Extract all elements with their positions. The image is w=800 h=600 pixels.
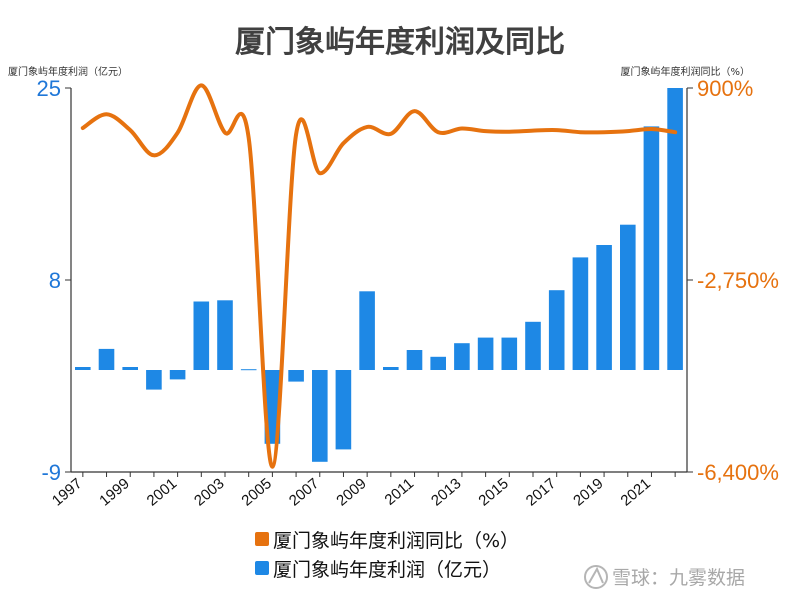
right-tick-label: -6,400%: [697, 460, 779, 485]
x-tick-label: 2021: [618, 475, 654, 509]
x-tick-label: 2013: [428, 475, 464, 509]
watermark-text: 雪球：九雾数据: [612, 567, 745, 589]
bar-2002: [193, 301, 210, 370]
legend-label-line: 厦门象屿年度利润同比（%）: [273, 530, 519, 552]
x-tick-label: 2017: [523, 475, 559, 509]
x-tick-label: 2015: [475, 475, 511, 509]
legend-swatch-bar: [255, 561, 269, 575]
legend-swatch-line: [255, 532, 269, 546]
bar-2016: [525, 321, 541, 370]
bar-2010: [383, 367, 399, 370]
chart-title: 厦门象屿年度利润及同比: [235, 25, 565, 60]
bar-2022: [667, 88, 683, 370]
bar-2000: [146, 370, 162, 390]
bar-2006: [288, 370, 304, 382]
x-tick-label: 2011: [381, 475, 417, 509]
bar-2003: [217, 300, 233, 370]
right-axis-label: 厦门象屿年度利润同比（%）: [620, 65, 750, 78]
bar-2021: [643, 126, 660, 371]
bar-2018: [572, 257, 589, 370]
watermark: 雪球：九雾数据: [584, 565, 745, 589]
bar-2004: [240, 369, 257, 371]
x-tick-label: 2019: [570, 475, 606, 509]
snowball-logo-icon: [584, 565, 608, 589]
bar-2020: [620, 224, 636, 370]
x-tick-label: 2001: [144, 475, 180, 509]
bar-1999: [122, 367, 138, 370]
legend-label-bar: 厦门象屿年度利润（亿元）: [273, 559, 501, 581]
bar-2013: [454, 343, 470, 370]
x-tick-label: 2009: [333, 475, 369, 509]
line-layer: [80, 83, 678, 469]
bar-2014: [477, 337, 494, 370]
bar-2011: [406, 350, 423, 370]
axes-layer: [70, 88, 688, 473]
bars-layer: [75, 88, 683, 462]
growth-line: [80, 83, 678, 469]
bar-2001: [169, 370, 186, 380]
right-tick-label: -2,750%: [697, 268, 779, 293]
x-tick-label: 1999: [96, 475, 132, 509]
bar-2017: [548, 290, 565, 370]
bar-1997: [75, 367, 91, 370]
bar-2012: [430, 356, 446, 370]
left-tick-label: 25: [37, 76, 61, 101]
bar-2007: [312, 370, 328, 462]
bar-2019: [596, 245, 612, 370]
legend: 厦门象屿年度利润同比（%） 厦门象屿年度利润（亿元）: [255, 530, 519, 581]
bar-2008: [335, 370, 352, 450]
left-tick-label: -9: [41, 460, 61, 485]
left-axis-label: 厦门象屿年度利润（亿元）: [8, 65, 128, 78]
bar-2009: [359, 291, 375, 370]
x-tick-label: 2007: [286, 475, 322, 509]
bar-1998: [98, 348, 115, 370]
x-tick-label: 2005: [238, 475, 274, 509]
left-tick-label: 8: [49, 268, 61, 293]
bar-2015: [501, 337, 518, 370]
right-tick-label: 900%: [697, 76, 753, 101]
x-tick-label: 2003: [191, 475, 227, 509]
